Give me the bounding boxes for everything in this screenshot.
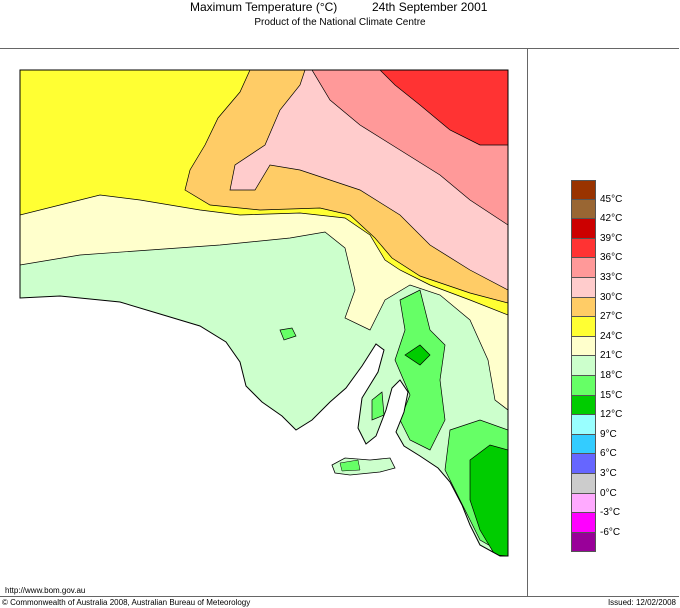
legend-label: 30°C <box>600 291 623 303</box>
legend-label: 18°C <box>600 370 623 381</box>
legend-label: 33°C <box>600 272 623 283</box>
legend-label: 9°C <box>600 428 617 440</box>
map-subtitle: Product of the National Climate Centre <box>254 17 426 28</box>
zone-18-21-east <box>394 289 446 451</box>
legend-swatch <box>571 375 596 396</box>
legend-divider <box>527 48 528 597</box>
legend-label: 0°C <box>600 487 617 499</box>
legend-swatch <box>571 199 596 220</box>
legend-swatch <box>571 454 596 474</box>
temperature-legend <box>571 180 596 553</box>
copyright-notice: © Commonwealth of Australia 2008, Austra… <box>2 598 251 607</box>
legend-label: -3°C <box>600 507 621 519</box>
legend-label: 42°C <box>600 213 623 225</box>
legend-swatch <box>571 317 596 337</box>
zone-15-18-hills <box>404 344 431 366</box>
legend-swatch <box>571 180 596 200</box>
legend-swatch <box>571 493 596 514</box>
map-title: Maximum Temperature (°C) <box>190 0 338 14</box>
legend-label: 3°C <box>600 468 617 479</box>
legend-swatch <box>571 473 596 494</box>
zone-18-21-eyre <box>279 327 297 341</box>
legend-swatch <box>571 513 596 533</box>
legend-label: 36°C <box>600 252 623 264</box>
legend-label: 39°C <box>600 232 623 244</box>
map-frame <box>0 48 679 597</box>
legend-swatch <box>571 336 596 357</box>
legend-swatch <box>571 356 596 376</box>
legend-label: -6°C <box>600 526 621 538</box>
legend-swatch <box>571 434 596 455</box>
legend-swatch <box>571 532 596 553</box>
legend-label: 24°C <box>600 330 623 342</box>
zone-15-18-southeast <box>469 444 508 556</box>
legend-label: 45°C <box>600 193 623 205</box>
legend-label: 15°C <box>600 389 623 401</box>
legend-swatch <box>571 415 596 435</box>
legend-label: 12°C <box>600 409 623 421</box>
legend-label: 6°C <box>600 448 617 460</box>
kangaroo-island-green <box>339 459 361 472</box>
legend-swatch <box>571 395 596 416</box>
legend-label: 27°C <box>600 311 623 323</box>
legend-swatch <box>571 238 596 259</box>
bom-url-link[interactable]: http://www.bom.gov.au <box>5 586 86 595</box>
legend-swatch <box>571 219 596 239</box>
legend-label: 21°C <box>600 350 623 362</box>
legend-swatch <box>571 297 596 318</box>
legend-swatch <box>571 277 596 298</box>
legend-swatch <box>571 258 596 278</box>
zone-39-42 <box>379 70 508 146</box>
map-date: 24th September 2001 <box>372 0 488 14</box>
issued-date: Issued: 12/02/2008 <box>607 598 676 607</box>
